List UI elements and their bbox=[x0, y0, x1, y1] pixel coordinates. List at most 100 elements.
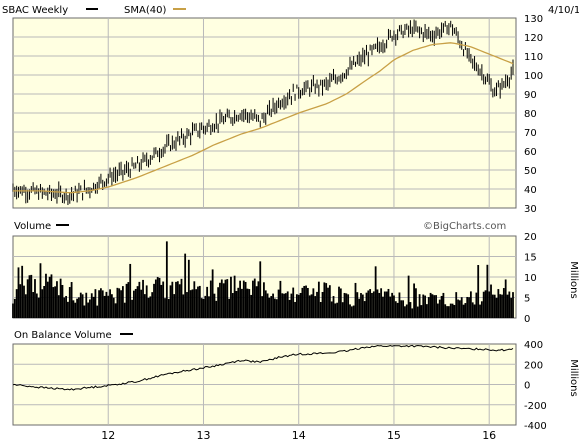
price-ytick-label: 60 bbox=[524, 147, 537, 158]
volume-bar bbox=[208, 296, 210, 318]
volume-header: Volume ©BigCharts.com bbox=[14, 221, 506, 232]
volume-bar bbox=[228, 298, 231, 318]
volume-bar bbox=[241, 288, 243, 318]
volume-bar bbox=[266, 293, 269, 318]
volume-bar bbox=[495, 297, 498, 318]
volume-bar bbox=[295, 294, 298, 318]
volume-bar bbox=[79, 292, 82, 318]
volume-ytick-label: 20 bbox=[524, 232, 537, 243]
volume-bar bbox=[512, 292, 514, 318]
volume-bar bbox=[292, 287, 295, 318]
volume-bar bbox=[303, 285, 306, 318]
volume-bar bbox=[85, 292, 88, 318]
volume-bar bbox=[15, 289, 18, 318]
volume-bar bbox=[297, 294, 300, 318]
volume-bar bbox=[54, 286, 57, 318]
volume-bar bbox=[404, 306, 406, 318]
volume-bar bbox=[471, 302, 474, 318]
volume-bar bbox=[371, 292, 373, 318]
volume-bar bbox=[413, 283, 415, 318]
volume-ytick-label: 5 bbox=[524, 294, 530, 305]
volume-bar bbox=[475, 292, 478, 318]
volume-bar bbox=[275, 299, 278, 318]
volume-bar bbox=[319, 301, 322, 318]
volume-bar bbox=[134, 288, 137, 318]
volume-bar bbox=[497, 289, 500, 318]
volume-bar bbox=[457, 299, 459, 318]
volume-bar bbox=[184, 253, 187, 318]
volume-bar bbox=[176, 281, 179, 318]
volume-bar bbox=[123, 302, 126, 318]
volume-bar bbox=[103, 295, 106, 318]
obv-ytick-label: -400 bbox=[524, 421, 547, 432]
volume-bar bbox=[156, 276, 159, 318]
volume-bar bbox=[17, 267, 20, 318]
volume-ytick-label: 10 bbox=[524, 273, 537, 284]
volume-bar bbox=[462, 304, 465, 318]
volume-bar bbox=[486, 264, 489, 318]
volume-bar bbox=[274, 298, 276, 318]
volume-bar bbox=[112, 297, 115, 318]
volume-bar bbox=[504, 279, 507, 318]
volume-bar bbox=[312, 288, 315, 318]
volume-bar bbox=[422, 294, 425, 318]
volume-bar bbox=[178, 284, 181, 318]
volume-bar bbox=[263, 282, 265, 318]
volume-bar bbox=[460, 297, 463, 318]
volume-bar bbox=[268, 297, 271, 318]
volume-bar bbox=[57, 295, 60, 318]
volume-bar bbox=[24, 294, 27, 318]
volume-bar bbox=[491, 294, 494, 318]
volume-bar bbox=[253, 278, 256, 318]
volume-bar bbox=[213, 293, 216, 318]
volume-bar bbox=[431, 294, 434, 318]
volume-bar bbox=[74, 302, 77, 318]
volume-ytick-label: 15 bbox=[524, 253, 537, 264]
volume-unit-label: Millions bbox=[568, 261, 579, 298]
volume-bar bbox=[314, 296, 317, 318]
volume-bar bbox=[264, 290, 267, 318]
volume-bar bbox=[339, 288, 342, 318]
volume-bar bbox=[317, 281, 320, 318]
volume-bar bbox=[277, 289, 280, 318]
volume-bar bbox=[244, 281, 247, 318]
volume-bar bbox=[145, 285, 148, 318]
volume-bar bbox=[418, 294, 421, 318]
volume-bar bbox=[394, 301, 397, 318]
price-ytick-label: 90 bbox=[524, 90, 537, 101]
volume-bar bbox=[316, 291, 318, 318]
volume-bar bbox=[464, 303, 467, 318]
volume-bar bbox=[211, 269, 214, 318]
volume-bar bbox=[59, 278, 62, 318]
price-ytick-label: 100 bbox=[524, 71, 543, 82]
volume-bar bbox=[48, 276, 51, 318]
volume-bar bbox=[100, 288, 102, 318]
volume-bar bbox=[153, 283, 155, 318]
volume-bar bbox=[435, 295, 437, 318]
volume-bar bbox=[288, 299, 291, 318]
volume-bar bbox=[92, 296, 95, 318]
volume-bar bbox=[175, 281, 177, 318]
volume-bar bbox=[56, 281, 58, 318]
volume-bar bbox=[34, 279, 36, 318]
volume-bar bbox=[167, 298, 170, 318]
volume-bar bbox=[358, 298, 361, 318]
volume-bar bbox=[160, 284, 163, 318]
volume-bar bbox=[189, 290, 192, 318]
volume-bar bbox=[424, 295, 426, 318]
volume-bar bbox=[306, 287, 309, 318]
volume-bar bbox=[382, 296, 384, 318]
volume-bar bbox=[352, 305, 355, 318]
volume-bar bbox=[338, 286, 340, 318]
volume-bar bbox=[23, 285, 25, 318]
volume-bar bbox=[479, 304, 481, 318]
volume-bar bbox=[279, 280, 282, 318]
volume-bar bbox=[132, 290, 135, 318]
volume-bar bbox=[469, 291, 472, 318]
volume-bar bbox=[286, 291, 289, 318]
volume-bar bbox=[30, 274, 33, 318]
volume-bar bbox=[501, 294, 503, 318]
volume-bar bbox=[72, 300, 75, 318]
volume-bar bbox=[37, 297, 40, 318]
volume-bar bbox=[68, 287, 71, 318]
